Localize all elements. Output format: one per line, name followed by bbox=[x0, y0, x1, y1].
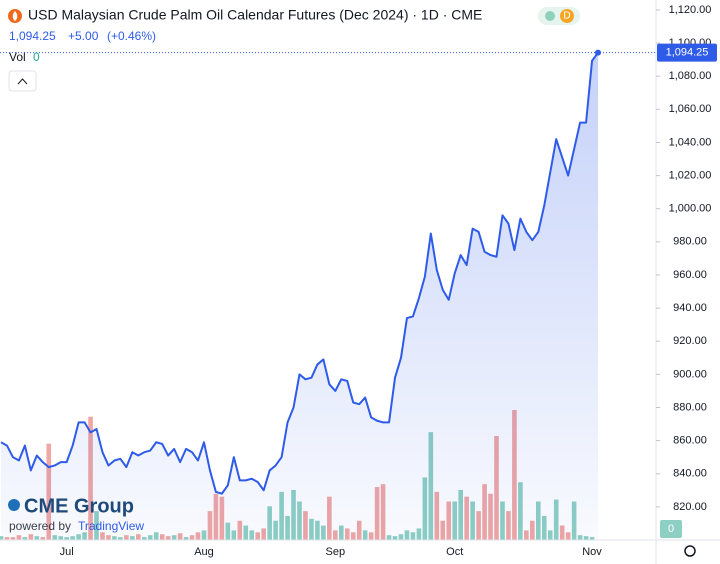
y-tick-label: 1,000.00 bbox=[669, 203, 712, 215]
watermark-brand: CME Group bbox=[24, 495, 134, 517]
x-tick-label: Nov bbox=[582, 546, 602, 558]
price: 1,094.25 bbox=[9, 29, 56, 43]
volume-value: 0 bbox=[33, 50, 40, 64]
y-tick-label: 1,080.00 bbox=[669, 70, 712, 82]
y-tick-label: 880.00 bbox=[673, 401, 707, 413]
price-change: +5.00 bbox=[68, 29, 99, 43]
collapse-button[interactable] bbox=[8, 70, 37, 92]
y-tick-label: 940.00 bbox=[673, 302, 707, 314]
collapse-icon bbox=[17, 78, 28, 85]
x-tick-label: Aug bbox=[194, 546, 214, 558]
settings-button[interactable] bbox=[684, 545, 696, 557]
x-tick-label: Oct bbox=[446, 546, 463, 558]
chart-title: USD Malaysian Crude Palm Oil Calendar Fu… bbox=[28, 7, 482, 23]
x-tick-label: Sep bbox=[326, 546, 346, 558]
y-tick-label: 1,020.00 bbox=[669, 169, 712, 181]
y-tick-label: 1,120.00 bbox=[669, 4, 712, 16]
y-tick-label: 920.00 bbox=[673, 335, 707, 347]
y-tick-label: 960.00 bbox=[673, 269, 707, 281]
y-tick-label: 1,060.00 bbox=[669, 103, 712, 115]
volume-tag bbox=[660, 520, 682, 538]
y-tick-label: 820.00 bbox=[673, 501, 707, 513]
symbol-icon bbox=[12, 11, 18, 21]
y-tick-label: 860.00 bbox=[673, 435, 707, 447]
line bbox=[0, 52, 599, 495]
badge bbox=[560, 9, 574, 23]
last-price-label: 1,094.25 bbox=[666, 46, 709, 58]
plot-area bbox=[0, 49, 656, 541]
x-tick-label: Jul bbox=[60, 546, 74, 558]
powered-brand: TradingView bbox=[78, 519, 144, 533]
last-price-tag bbox=[657, 43, 717, 62]
y-tick-label: 840.00 bbox=[673, 468, 707, 480]
last-point bbox=[595, 49, 601, 56]
badge-dot bbox=[545, 11, 555, 21]
volume-tag-label: 0 bbox=[668, 523, 674, 535]
volume-label: Vol bbox=[9, 50, 26, 64]
area bbox=[1, 52, 598, 541]
y-tick-label: 1,040.00 bbox=[669, 136, 712, 148]
watermark: CME Group powered by TradingView bbox=[8, 495, 144, 533]
badge-label: D bbox=[563, 11, 570, 22]
powered-by: powered by bbox=[9, 519, 71, 533]
price-change-pct: (+0.46%) bbox=[107, 29, 156, 43]
y-tick-label: 980.00 bbox=[673, 236, 707, 248]
y-tick-label: 900.00 bbox=[673, 368, 707, 380]
